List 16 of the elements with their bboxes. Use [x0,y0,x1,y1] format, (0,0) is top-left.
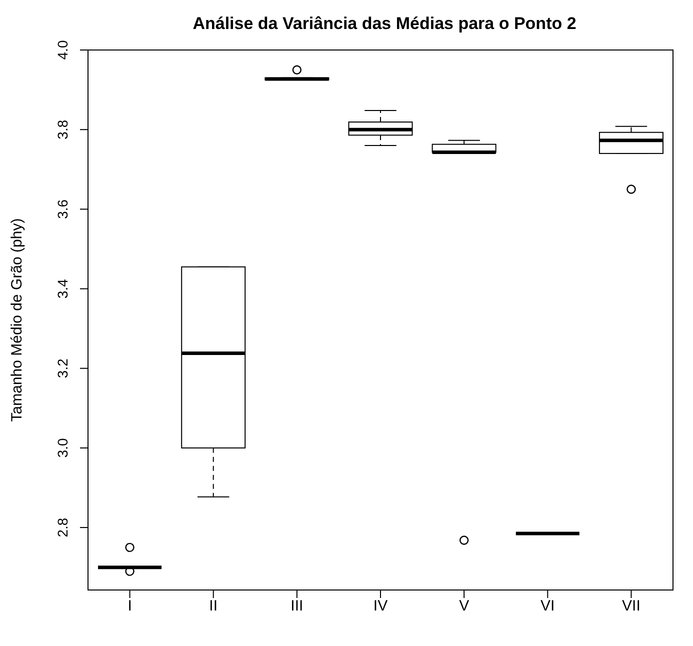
chart-title: Análise da Variância das Médias para o Ponto 2 [192,14,578,34]
y-tick-label: 4.0 [54,40,71,60]
y-tick-label: 3.0 [54,438,71,458]
x-tick-label: I [128,598,132,615]
x-tick-label: VI [540,598,555,615]
y-tick-label: 2.8 [54,518,71,538]
y-tick-label: 3.6 [54,199,71,219]
x-tick-label: IV [373,598,388,615]
x-tick-label: V [459,598,470,615]
y-tick-label: 3.4 [54,278,71,298]
x-tick-label: VII [622,598,640,615]
x-tick-label: II [209,598,218,615]
y-axis-title: Tamanho Médio de Grão (phy) [8,218,26,422]
y-tick-label: 3.2 [54,358,71,378]
x-tick-label: III [290,598,304,615]
y-tick-label: 3.8 [54,120,71,140]
